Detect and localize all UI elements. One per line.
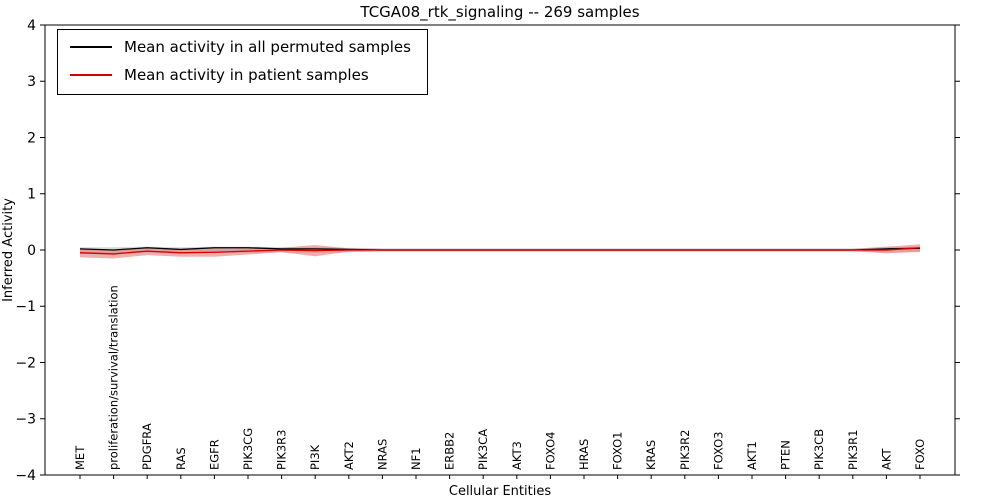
- legend-label-patient: Mean activity in patient samples: [124, 66, 369, 84]
- line-series-1: [79, 247, 921, 255]
- x-tick-label: HRAS: [577, 439, 591, 470]
- x-tick-label: AKT1: [745, 441, 759, 470]
- x-tick-label: ERBB2: [443, 432, 457, 470]
- series-lines: [79, 247, 921, 255]
- x-tick-label: EGFR: [207, 439, 221, 470]
- x-tick-label: PIK3R1: [846, 430, 860, 471]
- chart-title: TCGA08_rtk_signaling -- 269 samples: [359, 3, 639, 22]
- x-axis-ticks: MET proliferation/survival/translation PDG…: [73, 285, 927, 479]
- series-bands: [80, 244, 920, 259]
- x-axis-label: Cellular Entities: [449, 484, 551, 499]
- legend-label-permuted: Mean activity in all permuted samples: [124, 38, 411, 56]
- y-axis-ticks: −4 −3 −2 −1 0 1 2 3 4: [15, 18, 960, 484]
- x-tick-label: PDGFRA: [140, 423, 154, 470]
- patient-line-swatch: [70, 74, 112, 76]
- x-tick-label: KRAS: [644, 440, 658, 470]
- x-tick-label: PIK3CB: [812, 429, 826, 470]
- x-tick-label: PTEN: [779, 440, 793, 470]
- x-tick-label: NF1: [409, 447, 423, 470]
- x-tick-label: PIK3R2: [678, 430, 692, 471]
- y-tick-label: 0: [27, 243, 36, 259]
- legend: Mean activity in all permuted samples Me…: [57, 29, 428, 95]
- x-tick-label: PIK3CA: [476, 429, 490, 470]
- legend-entry-permuted: Mean activity in all permuted samples: [70, 38, 411, 56]
- x-tick-label: MET: [73, 445, 87, 470]
- x-tick-label: AKT: [879, 447, 893, 470]
- y-tick-label: 1: [27, 187, 36, 203]
- x-tick-label: PIK3R3: [275, 430, 289, 471]
- x-tick-label: RAS: [174, 447, 188, 470]
- x-tick-label: AKT3: [510, 441, 524, 470]
- x-tick-label: FOXO: [913, 439, 927, 470]
- permuted-line-swatch: [70, 46, 112, 48]
- y-tick-label: −3: [15, 412, 36, 428]
- x-tick-label: proliferation/survival/translation: [107, 285, 121, 470]
- x-tick-label: FOXO3: [711, 432, 725, 470]
- y-tick-label: 2: [27, 130, 36, 146]
- x-tick-label: FOXO4: [543, 432, 557, 470]
- y-axis-label: Inferred Activity: [1, 198, 16, 302]
- legend-entry-patient: Mean activity in patient samples: [70, 66, 411, 84]
- x-tick-label: PIK3CG: [241, 428, 255, 470]
- y-tick-label: 4: [27, 18, 36, 34]
- band-series-1: [80, 244, 920, 259]
- y-tick-label: −1: [15, 299, 36, 315]
- x-tick-label: NRAS: [375, 439, 389, 470]
- x-tick-label: PI3K: [308, 444, 322, 470]
- y-tick-label: 3: [27, 74, 36, 90]
- x-tick-label: FOXO1: [611, 432, 625, 470]
- y-tick-label: −4: [15, 468, 36, 484]
- x-tick-label: AKT2: [342, 441, 356, 470]
- y-tick-label: −2: [15, 355, 36, 371]
